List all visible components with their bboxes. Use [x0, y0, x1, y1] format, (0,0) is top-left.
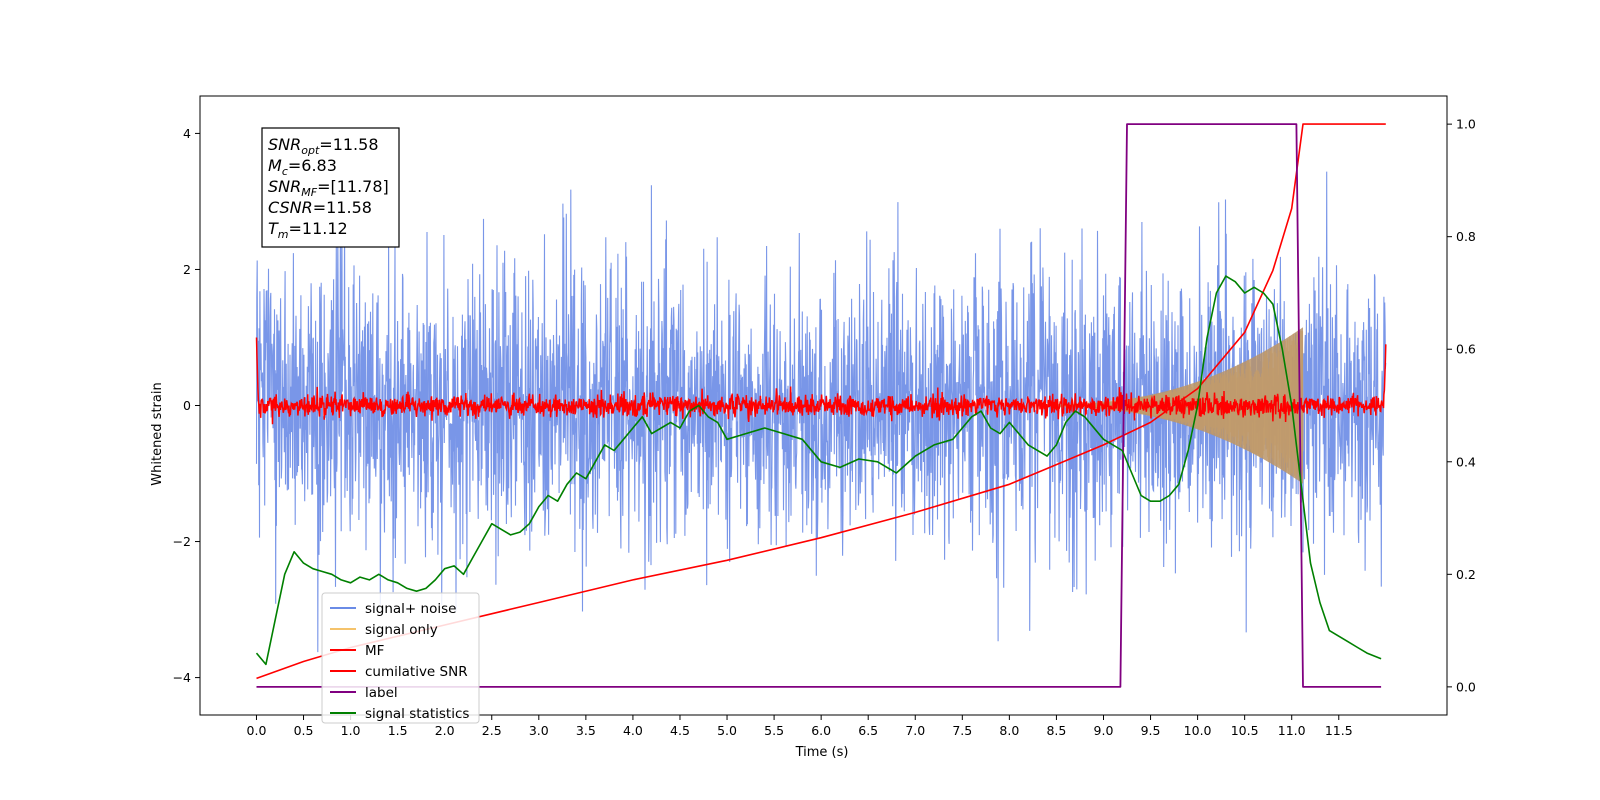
stats-box-frame — [261, 127, 400, 248]
right-y-tick-label: 0.8 — [1456, 229, 1476, 244]
right-y-axis-ticks: 0.0 0.2 0.4 0.6 0.8 1.0 — [1447, 117, 1476, 694]
x-tick-label: 8.5 — [1046, 723, 1066, 738]
stat-line: Tm=11.12 — [268, 219, 348, 241]
y-axis-label: Whitened strain — [150, 382, 165, 485]
mf-line — [255, 337, 1387, 425]
series-signal-noise — [255, 171, 1387, 653]
right-y-tick-label: 1.0 — [1456, 117, 1476, 132]
x-tick-label: 1.5 — [388, 723, 408, 738]
right-y-tick-label: 0.6 — [1456, 342, 1476, 357]
stat-line: CSNR=11.58 — [268, 198, 372, 217]
series-label — [256, 123, 1382, 688]
left-y-tick-label: 2 — [183, 262, 191, 277]
legend-item-label: label — [365, 685, 398, 701]
x-tick-label: 1.0 — [341, 723, 361, 738]
right-y-tick-label: 0.4 — [1456, 454, 1476, 469]
x-tick-label: 10.5 — [1231, 723, 1259, 738]
x-tick-label: 3.0 — [529, 723, 549, 738]
stats-annotation-box: SNRopt=11.58Mc=6.83SNRMF=[11.78]CSNR=11.… — [261, 127, 400, 248]
stat-line: Mc=6.83 — [268, 156, 337, 178]
legend: signal+ noise signal only MF cumilative SNR… — [321, 592, 480, 724]
x-tick-label: 6.0 — [811, 723, 831, 738]
series-mf — [255, 337, 1387, 425]
x-tick-label: 11.5 — [1325, 723, 1353, 738]
stat-line: SNRMF=[11.78] — [268, 177, 389, 199]
x-tick-label: 7.5 — [952, 723, 972, 738]
x-tick-label: 5.5 — [764, 723, 784, 738]
x-tick-label: 5.0 — [717, 723, 737, 738]
legend-item-label: signal statistics — [365, 706, 469, 722]
x-tick-label: 7.0 — [905, 723, 925, 738]
left-y-tick-label: −2 — [173, 534, 191, 549]
x-tick-label: 4.0 — [623, 723, 643, 738]
legend-item-label: cumilative SNR — [365, 664, 468, 680]
legend-frame — [321, 592, 480, 724]
x-axis-ticks: 0.0 0.5 1.0 1.5 2.0 2.5 3.0 3.5 4.0 4.5 5.0 5.5 6.0 6… — [247, 715, 1353, 738]
legend-item-label: signal+ noise — [365, 601, 456, 617]
x-tick-label: 9.0 — [1094, 723, 1114, 738]
signal-statistics-line — [255, 275, 1382, 666]
x-tick-label: 8.0 — [999, 723, 1019, 738]
right-y-tick-label: 0.0 — [1456, 679, 1476, 694]
x-tick-label: 2.5 — [482, 723, 502, 738]
left-y-tick-label: 0 — [183, 398, 191, 413]
x-tick-label: 4.5 — [670, 723, 690, 738]
x-tick-label: 2.0 — [435, 723, 455, 738]
plot-area — [255, 123, 1387, 688]
legend-item-label: MF — [365, 643, 384, 659]
x-tick-label: 3.5 — [576, 723, 596, 738]
left-y-tick-label: 4 — [183, 126, 191, 141]
left-y-tick-label: −4 — [173, 670, 191, 685]
x-tick-label: 0.5 — [294, 723, 314, 738]
x-tick-label: 10.0 — [1184, 723, 1212, 738]
left-y-axis-ticks: −4 −2 0 2 4 — [173, 126, 200, 685]
series-signal-statistics — [255, 275, 1382, 666]
x-tick-label: 9.5 — [1141, 723, 1161, 738]
legend-item-label: signal only — [365, 622, 438, 638]
signal-noise-line — [255, 171, 1387, 653]
x-axis-label: Time (s) — [795, 745, 849, 760]
stat-line: SNRopt=11.58 — [268, 135, 379, 157]
x-tick-label: 0.0 — [247, 723, 267, 738]
x-tick-label: 11.0 — [1278, 723, 1306, 738]
label-line — [256, 123, 1382, 688]
x-tick-label: 6.5 — [858, 723, 878, 738]
right-y-tick-label: 0.2 — [1456, 567, 1476, 582]
